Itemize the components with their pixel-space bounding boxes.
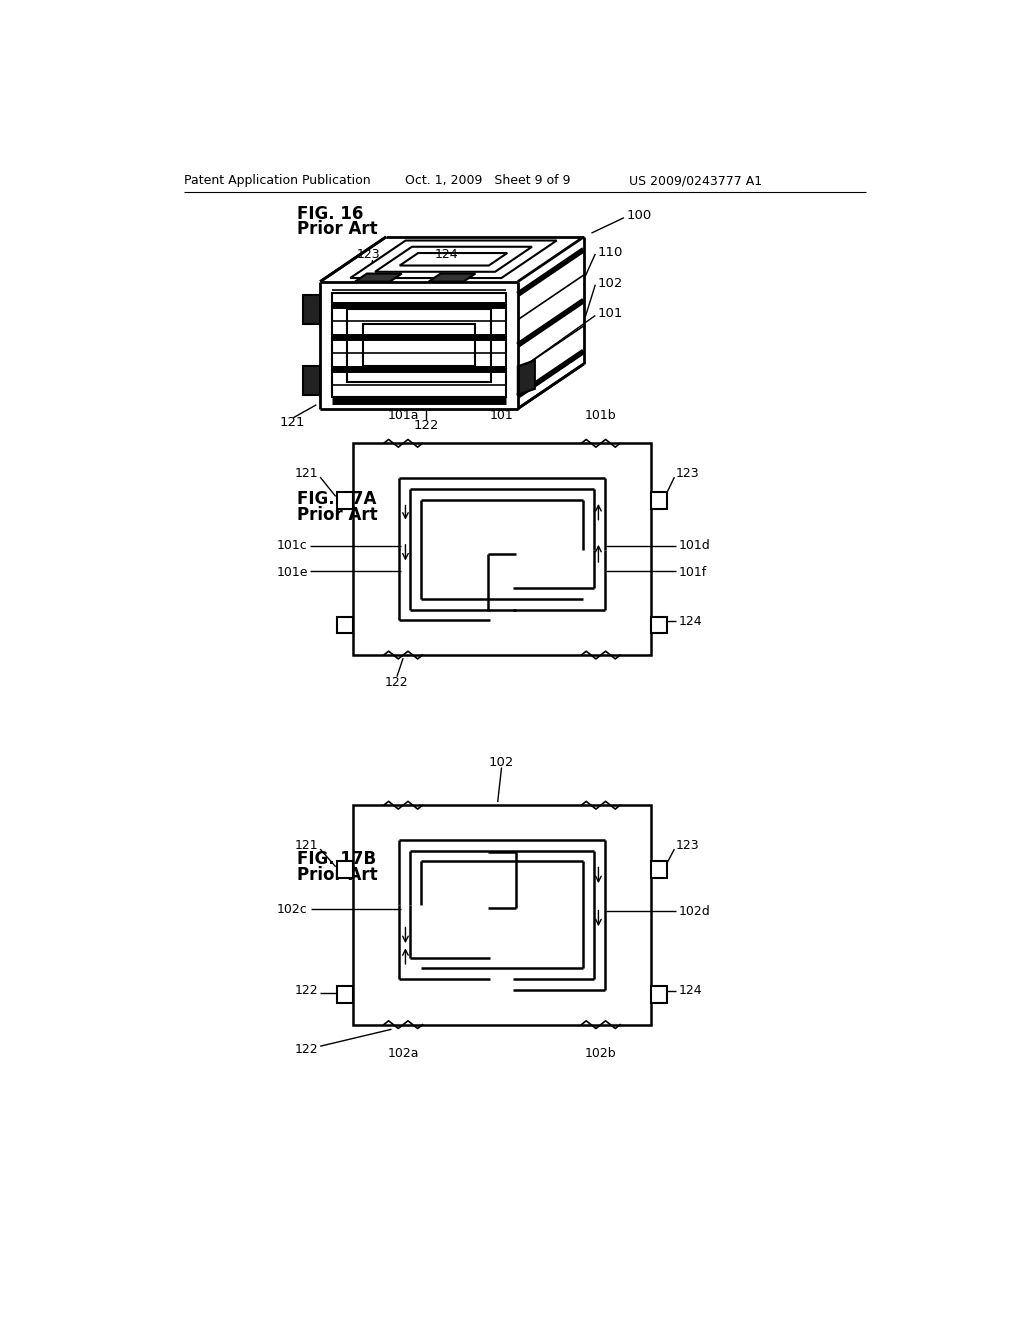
Text: 122: 122: [385, 676, 409, 689]
Bar: [337, 492, 352, 508]
Text: US 2009/0243777 A1: US 2009/0243777 A1: [629, 174, 762, 187]
Bar: [337, 986, 352, 1003]
Text: 121: 121: [294, 838, 317, 851]
Text: Prior Art: Prior Art: [297, 220, 378, 238]
Polygon shape: [321, 238, 584, 281]
Text: 101c: 101c: [278, 539, 308, 552]
Text: FIG. 16: FIG. 16: [297, 205, 364, 223]
Polygon shape: [375, 247, 532, 272]
Bar: [352, 444, 651, 655]
Text: 123: 123: [676, 467, 699, 480]
Bar: [337, 862, 352, 878]
Polygon shape: [429, 273, 475, 281]
Text: 101a: 101a: [387, 409, 419, 422]
Text: 101: 101: [598, 308, 623, 321]
Text: FIG. 17A: FIG. 17A: [297, 490, 377, 508]
Text: 122: 122: [294, 1043, 317, 1056]
Text: 124: 124: [678, 985, 701, 998]
Polygon shape: [350, 240, 557, 279]
Text: 101b: 101b: [585, 409, 616, 422]
Bar: [651, 492, 667, 508]
Bar: [321, 281, 518, 409]
Bar: [352, 805, 651, 1024]
Text: FIG. 17B: FIG. 17B: [297, 850, 376, 869]
Text: 121: 121: [280, 416, 305, 429]
Text: 121: 121: [294, 467, 317, 480]
Text: 102d: 102d: [678, 906, 710, 917]
Bar: [337, 616, 352, 634]
Text: 100: 100: [627, 209, 651, 222]
Text: 102b: 102b: [585, 1047, 616, 1060]
Text: 123: 123: [356, 248, 381, 261]
Bar: [332, 293, 506, 397]
Bar: [347, 309, 490, 381]
Polygon shape: [518, 238, 584, 409]
Text: 124: 124: [434, 248, 458, 261]
Text: 110: 110: [598, 246, 623, 259]
Text: Prior Art: Prior Art: [297, 866, 378, 884]
Text: Prior Art: Prior Art: [297, 506, 378, 524]
Bar: [362, 323, 475, 367]
Text: 122: 122: [414, 418, 439, 432]
Text: 102: 102: [488, 756, 514, 770]
Text: 102a: 102a: [387, 1047, 419, 1060]
Text: 122: 122: [294, 985, 317, 998]
Bar: [651, 986, 667, 1003]
Bar: [651, 616, 667, 634]
Text: 101e: 101e: [276, 566, 308, 579]
Text: 123: 123: [676, 838, 699, 851]
Text: 101d: 101d: [678, 539, 710, 552]
Text: 101: 101: [489, 409, 513, 422]
Text: 124: 124: [678, 615, 701, 628]
Polygon shape: [303, 296, 321, 323]
Polygon shape: [399, 253, 507, 265]
Text: 102c: 102c: [278, 903, 308, 916]
Polygon shape: [303, 367, 321, 395]
Text: 101f: 101f: [678, 566, 707, 579]
Text: Oct. 1, 2009   Sheet 9 of 9: Oct. 1, 2009 Sheet 9 of 9: [406, 174, 571, 187]
Bar: [651, 862, 667, 878]
Polygon shape: [518, 360, 535, 395]
Text: Patent Application Publication: Patent Application Publication: [183, 174, 371, 187]
Text: 102: 102: [598, 277, 623, 289]
Polygon shape: [355, 273, 401, 281]
